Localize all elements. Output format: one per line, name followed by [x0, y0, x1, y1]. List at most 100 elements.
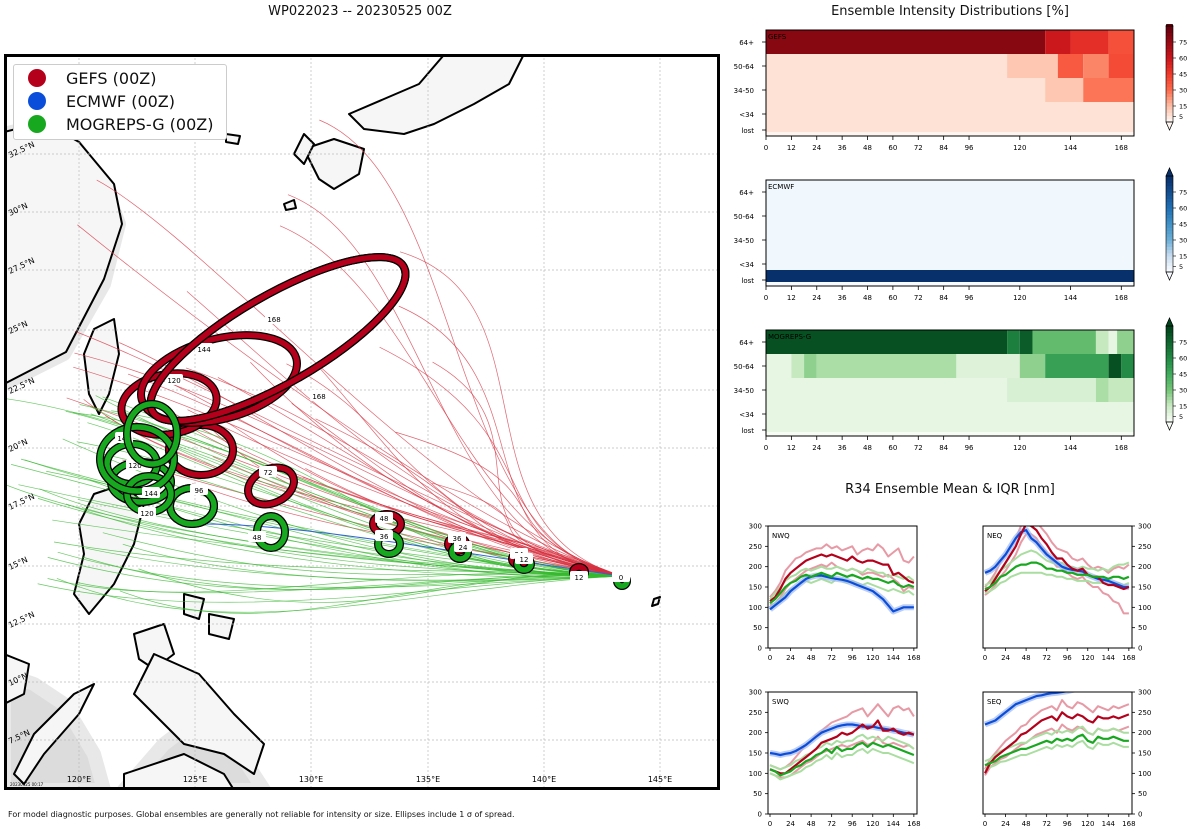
heatmap-cell — [1108, 378, 1134, 402]
hour-tick-label: 84 — [939, 144, 948, 152]
heatmap-cell — [766, 78, 1046, 102]
r34-x-tick: 120 — [866, 820, 879, 828]
gefs-track — [399, 251, 622, 577]
mogreps-track — [5, 398, 622, 577]
map-legend: GEFS (00Z) ECMWF (00Z) MOGREPS-G (00Z) — [13, 64, 227, 140]
quadrant-label: NEQ — [987, 532, 1003, 540]
r34-x-tick: 24 — [786, 820, 795, 828]
hour-tick-label: 120 — [1013, 144, 1026, 152]
r34-y-tick: 300 — [1138, 523, 1151, 531]
r34-x-tick: 96 — [1063, 820, 1072, 828]
gefs-track — [127, 373, 622, 577]
heatmap-cell — [1032, 330, 1096, 354]
heatmap-cell — [1007, 378, 1096, 402]
legend-label: ECMWF (00Z) — [66, 91, 175, 111]
mogreps-iqr-upper — [769, 565, 915, 600]
r34-x-tick: 48 — [1022, 654, 1031, 662]
lon-label: 120°E — [67, 775, 91, 784]
r34-x-tick: 72 — [827, 820, 836, 828]
panel-name: MOGREPS-G — [768, 333, 811, 341]
row-label: 64+ — [739, 189, 754, 197]
ellipse-hour-label: 144 — [144, 490, 158, 498]
heatmap-cell — [766, 420, 1134, 432]
heatmap-cell — [766, 330, 1008, 354]
mogreps-track — [65, 503, 622, 578]
hour-tick-label: 48 — [863, 144, 872, 152]
gefs-iqr-lower — [769, 735, 915, 779]
heatmap-cell — [804, 354, 817, 378]
lon-label: 140°E — [532, 775, 556, 784]
hour-tick-label: 144 — [1064, 144, 1078, 152]
map-title: WP022023 -- 20230525 00Z — [268, 4, 452, 19]
row-label: 34-50 — [734, 387, 754, 395]
mogreps-track — [37, 575, 622, 603]
hour-tick-label: 60 — [888, 444, 897, 452]
r34-x-tick: 24 — [786, 654, 795, 662]
hour-tick-label: 84 — [939, 294, 948, 302]
gefs-ellipse — [138, 332, 300, 426]
r34-x-tick: 0 — [768, 820, 772, 828]
heatmap-cell — [1007, 330, 1020, 354]
ellipse-hour-label: 12 — [575, 574, 584, 582]
mogreps-track — [39, 488, 622, 577]
ellipse-hour-label: 120 — [128, 462, 141, 470]
lon-label: 145°E — [648, 775, 672, 784]
hour-tick-label: 12 — [787, 144, 796, 152]
colorbar-greens: 5 15 30 45 60 75 — [1165, 317, 1187, 431]
heatmap-cell — [1108, 354, 1122, 378]
r34-y-tick: 250 — [749, 543, 762, 551]
colorbar-tick-label: 75 — [1179, 39, 1187, 47]
r34-panel-nwq: NWQ 0 24 48 72 96 120 144 168 0 50 100 150 200 250 300 — [749, 523, 921, 663]
r34-x-tick: 96 — [848, 820, 857, 828]
hour-tick-label: 120 — [1013, 294, 1026, 302]
r34-y-tick: 100 — [749, 604, 762, 612]
r34-y-tick: 200 — [1138, 729, 1151, 737]
row-label: 34-50 — [734, 87, 754, 95]
ellipse-hour-label: 72 — [264, 469, 273, 477]
r34-y-tick: 100 — [749, 770, 762, 778]
heatmap-cell — [766, 180, 1134, 204]
gefs-mean-line — [984, 526, 1130, 592]
row-label: <34 — [739, 261, 754, 269]
colorbar-tick-label: 5 — [1179, 263, 1183, 271]
hour-tick-label: 12 — [787, 444, 796, 452]
heatmap-cell — [1007, 54, 1058, 78]
lon-label: 130°E — [299, 775, 323, 784]
mogreps-iqr-lower — [769, 747, 915, 781]
row-label: lost — [741, 427, 754, 435]
heatmap-cell — [766, 54, 1008, 78]
r34-x-tick: 144 — [887, 820, 901, 828]
colorbar-tick-label: 75 — [1179, 339, 1187, 347]
heatmap-panel-ecmwf: 64+ 50-64 34-50 <34 lost ECMWF 0 12 24 36 48 60 72 84… — [734, 167, 1187, 302]
uncertainty-ellipses: 1224364872961201441681680122436487296961… — [96, 253, 631, 590]
gefs-iqr-lower — [984, 533, 1129, 615]
r34-x-tick: 168 — [1122, 654, 1135, 662]
hour-tick-label: 24 — [812, 294, 821, 302]
ellipse-hour-label: 96 — [195, 487, 204, 495]
gefs-track — [74, 331, 622, 577]
legend-label: MOGREPS-G (00Z) — [66, 114, 214, 134]
legend-item-ecmwf: ECMWF (00Z) — [28, 90, 175, 112]
r34-title: R34 Ensemble Mean & IQR [nm] — [845, 482, 1055, 497]
hour-tick-label: 144 — [1064, 444, 1078, 452]
r34-x-tick: 144 — [887, 654, 901, 662]
r34-y-tick: 300 — [749, 523, 762, 531]
hour-tick-label: 72 — [914, 444, 923, 452]
mogreps-track — [57, 551, 622, 588]
gefs-track — [279, 225, 622, 577]
land — [4, 54, 661, 790]
r34-x-tick: 168 — [1122, 820, 1135, 828]
gefs-track — [212, 456, 622, 577]
ellipse-hour-label: 0 — [619, 574, 623, 582]
ellipse-hour-label: 48 — [380, 515, 389, 523]
mogreps-ellipse — [97, 424, 177, 494]
ecmwf-marker-icon — [28, 92, 46, 110]
heatmap-cell — [766, 204, 1134, 228]
gefs-track — [77, 224, 622, 577]
heatmap-cell — [956, 354, 1020, 378]
r34-x-tick: 24 — [1001, 820, 1010, 828]
row-label: 50-64 — [734, 213, 755, 221]
hour-tick-label: 36 — [838, 144, 847, 152]
